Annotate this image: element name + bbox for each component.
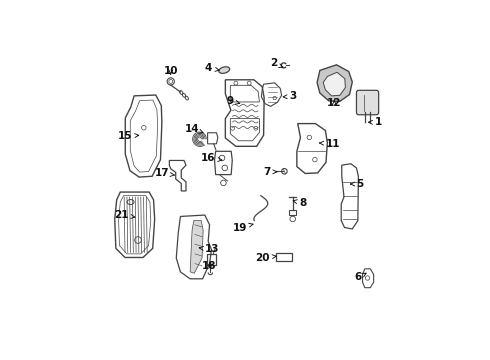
- Text: 14: 14: [185, 123, 203, 134]
- Polygon shape: [317, 65, 352, 102]
- Text: 2: 2: [270, 58, 283, 68]
- Text: 8: 8: [293, 198, 307, 208]
- Text: 12: 12: [327, 98, 342, 108]
- FancyBboxPatch shape: [356, 90, 379, 115]
- Text: 17: 17: [155, 168, 175, 179]
- Text: 3: 3: [283, 91, 296, 102]
- Bar: [290, 210, 296, 215]
- Text: 16: 16: [201, 153, 222, 163]
- Text: 13: 13: [199, 244, 220, 255]
- Polygon shape: [190, 221, 203, 273]
- Text: 18: 18: [202, 261, 217, 271]
- Polygon shape: [323, 72, 345, 96]
- Text: 21: 21: [114, 210, 135, 220]
- Ellipse shape: [219, 67, 230, 73]
- Text: 10: 10: [164, 66, 178, 76]
- Text: 15: 15: [118, 131, 139, 141]
- Text: 5: 5: [351, 179, 364, 189]
- Text: 7: 7: [263, 167, 277, 177]
- Text: 11: 11: [319, 139, 340, 149]
- Text: 20: 20: [255, 253, 276, 263]
- Bar: [207, 255, 216, 265]
- Text: 6: 6: [355, 273, 366, 283]
- Text: 9: 9: [227, 96, 240, 106]
- Text: 19: 19: [233, 222, 253, 233]
- Text: 4: 4: [205, 63, 219, 73]
- Text: 1: 1: [368, 117, 383, 127]
- Bar: [276, 253, 292, 261]
